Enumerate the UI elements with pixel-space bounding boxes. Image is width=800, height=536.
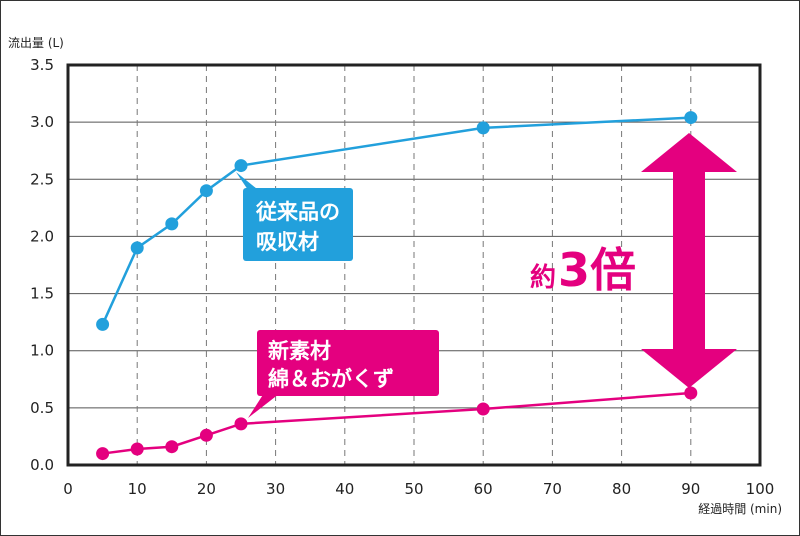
data-point-new xyxy=(165,440,179,454)
data-point-conventional xyxy=(199,184,213,198)
data-point-new xyxy=(234,417,248,431)
data-point-new xyxy=(684,386,698,400)
callout-conventional-line2: 吸収材 xyxy=(256,230,319,254)
y-tick-label: 3.0 xyxy=(30,113,54,131)
callout-new-line2: 綿＆おがくず xyxy=(268,367,394,391)
x-tick-label: 80 xyxy=(612,480,631,498)
x-tick-label: 60 xyxy=(474,480,493,498)
data-point-conventional xyxy=(684,111,698,125)
y-tick-label: 0.5 xyxy=(30,399,54,417)
y-tick-label: 1.5 xyxy=(30,285,54,303)
x-tick-label: 30 xyxy=(266,480,285,498)
callout-pointer xyxy=(236,172,262,193)
data-point-conventional xyxy=(130,241,144,255)
x-tick-label: 40 xyxy=(335,480,354,498)
callout-conventional-line1: 従来品の xyxy=(255,200,340,224)
x-axis-title: 経過時間 (min) xyxy=(698,502,782,516)
callout-conventional: 従来品の 吸収材 xyxy=(236,172,353,261)
data-point-conventional xyxy=(476,121,490,135)
callout-pointer xyxy=(248,390,284,418)
x-tick-label: 20 xyxy=(197,480,216,498)
x-tick-label: 70 xyxy=(543,480,562,498)
series-line-new xyxy=(102,391,691,455)
x-tick-label: 50 xyxy=(404,480,423,498)
y-tick-label: 0.0 xyxy=(30,456,54,474)
y-tick-label: 2.5 xyxy=(30,170,54,188)
callout-box xyxy=(257,330,439,396)
plot-border xyxy=(66,63,762,467)
x-tick-label: 100 xyxy=(746,480,775,498)
ratio-arrow xyxy=(641,133,737,388)
data-point-conventional xyxy=(234,159,248,173)
data-point-conventional xyxy=(96,317,110,331)
callout-new: 新素材 綿＆おがくず xyxy=(248,330,439,418)
grid xyxy=(68,65,760,465)
ticks: 0.0 0.5 1.0 1.5 2.0 2.5 3.0 3.5 0 10 20 30 40 50 60 70 8… xyxy=(30,56,774,498)
callout-box xyxy=(243,188,353,261)
x-tick-label: 0 xyxy=(63,480,73,498)
data-point-new xyxy=(199,428,213,442)
callout-new-line1: 新素材 xyxy=(268,339,331,363)
y-tick-label: 3.5 xyxy=(30,56,54,74)
ratio-prefix: 約 xyxy=(530,262,556,293)
y-tick-label: 2.0 xyxy=(30,227,54,245)
double-arrow-shape xyxy=(641,133,737,388)
data-point-new xyxy=(476,402,490,416)
series xyxy=(96,111,698,461)
y-axis-title: 流出量 (L) xyxy=(8,36,64,50)
x-tick-label: 90 xyxy=(681,480,700,498)
data-point-new xyxy=(130,442,144,456)
x-tick-label: 10 xyxy=(128,480,147,498)
ratio-value: 3倍 xyxy=(558,243,636,297)
data-point-conventional xyxy=(165,217,179,231)
y-tick-label: 1.0 xyxy=(30,342,54,360)
data-point-new xyxy=(96,447,110,461)
